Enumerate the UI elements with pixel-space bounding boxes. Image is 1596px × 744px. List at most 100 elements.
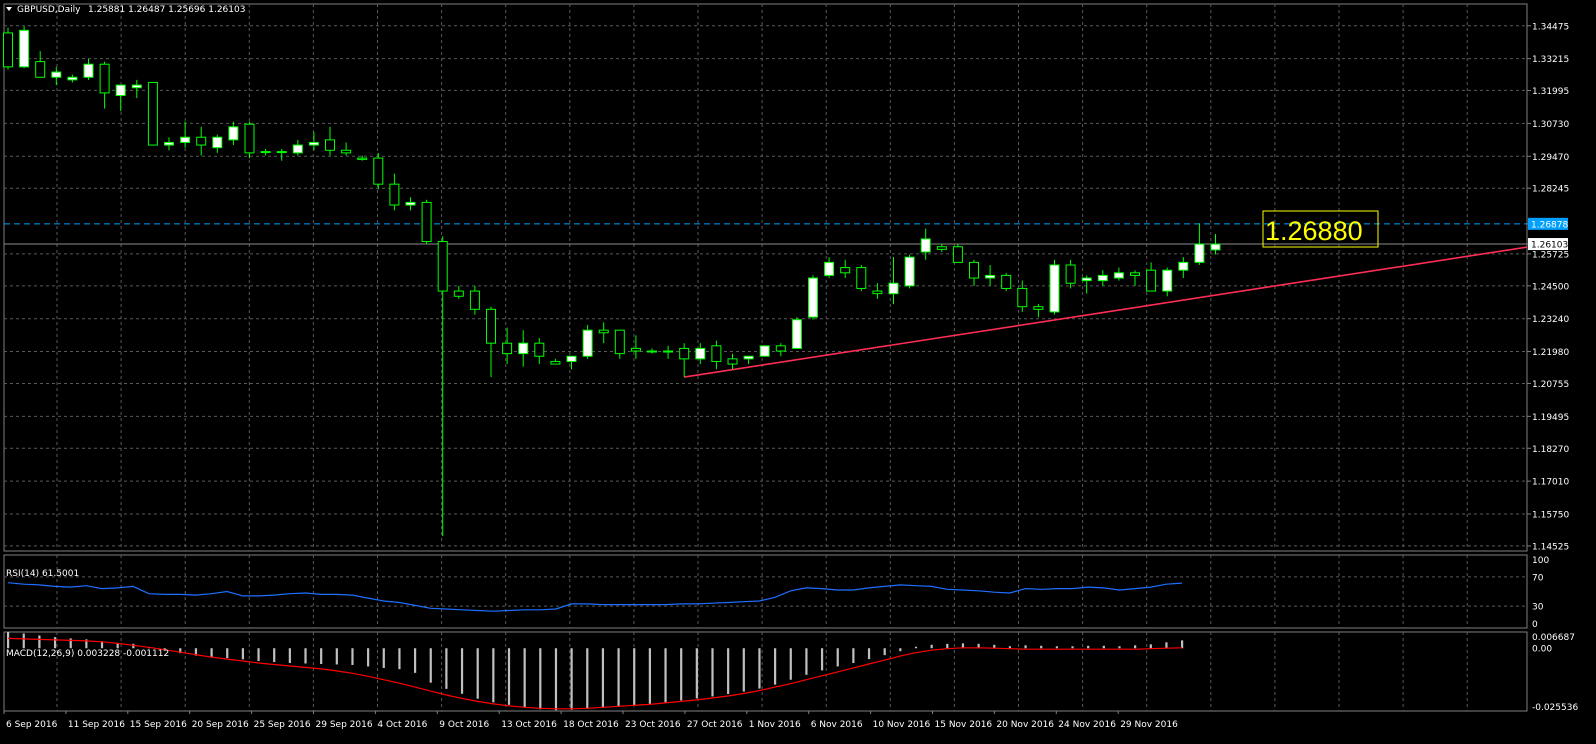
macd-bar	[1165, 642, 1168, 649]
candle-body	[856, 267, 867, 289]
candle-body	[115, 84, 126, 97]
price-tick-label: 1.17010	[1532, 478, 1569, 488]
price-annotation[interactable]: 1.26880	[1262, 210, 1379, 248]
trend-line[interactable]	[684, 246, 1528, 378]
candle-body	[952, 246, 963, 263]
date-tick-label: 15 Nov 2016	[935, 720, 993, 730]
macd-bar	[179, 648, 182, 654]
macd-bar	[367, 648, 370, 667]
candle	[405, 197, 416, 211]
macd-bar	[1071, 646, 1074, 649]
candle-body	[808, 277, 818, 318]
macd-bar	[727, 648, 730, 695]
macd-bar	[930, 644, 933, 649]
macd-bar	[1040, 645, 1043, 649]
candle	[1049, 259, 1060, 315]
candle-body	[276, 151, 287, 154]
date-tick-label: 9 Oct 2016	[439, 720, 489, 730]
price-tick-label: 1.30730	[1532, 120, 1569, 130]
candle	[759, 345, 770, 357]
candle-body	[325, 139, 335, 151]
macd-bar	[758, 648, 761, 689]
candle	[1178, 257, 1189, 279]
candle	[115, 84, 126, 112]
bid-price-tag-label: 1.26103	[1531, 241, 1568, 251]
candle	[51, 66, 62, 86]
candle-body	[985, 274, 996, 279]
candle	[164, 137, 174, 151]
candle-body	[341, 149, 352, 154]
macd-grid	[56, 632, 1468, 711]
price-tick-label: 1.15750	[1532, 510, 1569, 520]
candle	[840, 259, 851, 279]
rsi-panel[interactable]: 100 70 30 0 RSI(14) 61.5001	[4, 555, 1549, 630]
candle	[1081, 275, 1092, 294]
candle-body	[1130, 272, 1140, 276]
macd-bar	[852, 648, 855, 664]
candle	[1017, 280, 1028, 312]
candle-body	[1017, 287, 1028, 308]
candle-body	[791, 319, 802, 349]
candle-body	[824, 261, 835, 276]
price-axis: 1.34475 1.33215 1.31995 1.30730 1.29470 1.282…	[1527, 22, 1569, 552]
candle	[1001, 272, 1012, 292]
macd-bar	[492, 648, 495, 703]
price-tick-label: 1.33215	[1532, 55, 1569, 65]
date-tick-label: 24 Nov 2016	[1058, 720, 1116, 730]
price-tick-label: 1.21980	[1532, 348, 1569, 358]
candle-body	[19, 29, 30, 68]
candle	[486, 306, 496, 378]
macd-bar	[116, 642, 119, 649]
price-tick-label: 1.25725	[1532, 250, 1569, 260]
candle-body	[260, 151, 271, 154]
macd-bar	[993, 644, 996, 649]
macd-bar	[899, 648, 902, 652]
candle-body	[469, 290, 480, 310]
candle	[614, 329, 625, 359]
price-tick-label: 1.23240	[1532, 315, 1569, 325]
candle-body	[647, 350, 657, 353]
candle	[276, 148, 287, 161]
rsi-title: RSI(14) 61.5001	[6, 569, 79, 579]
candle	[228, 121, 239, 146]
candle-body	[711, 345, 722, 362]
macd-bar	[241, 648, 244, 660]
candle	[437, 236, 448, 537]
macd-bar	[774, 648, 777, 685]
candle-body	[164, 141, 174, 146]
macd-signal-line	[7, 637, 1183, 710]
macd-bar	[1118, 646, 1121, 649]
macd-panel[interactable]: 0.006687 0.00 -0.025536 MACD(12,26,9) 0.00…	[6, 632, 1578, 713]
macd-bar	[273, 648, 276, 663]
candle	[985, 264, 996, 286]
macd-bar	[914, 646, 918, 649]
date-tick-label: 29 Nov 2016	[1120, 720, 1178, 730]
date-tick-label: 11 Sep 2016	[68, 720, 125, 730]
price-tick-label: 1.31995	[1532, 87, 1569, 97]
candle	[83, 59, 94, 80]
candle-body	[1049, 264, 1060, 313]
macd-bar	[867, 648, 871, 660]
price-panel[interactable]: 1.34475 1.33215 1.31995 1.30730 1.29470 1.282…	[3, 4, 1570, 552]
macd-bar	[789, 648, 792, 680]
date-tick-label: 23 Oct 2016	[625, 720, 681, 730]
candle	[67, 74, 78, 83]
macd-bar	[836, 648, 839, 667]
candle	[260, 148, 271, 156]
panel-frame	[3, 3, 1528, 552]
macd-bar	[85, 639, 88, 649]
dropdown-triangle-icon[interactable]	[6, 7, 12, 11]
candle	[663, 345, 674, 359]
price-tick-label: 1.20755	[1532, 380, 1569, 390]
candle	[1162, 267, 1173, 297]
candle-body	[1097, 274, 1108, 282]
candle	[180, 121, 191, 148]
candle-body	[630, 347, 641, 352]
candle	[727, 353, 738, 370]
candle-body	[840, 267, 851, 274]
candle-body	[486, 308, 496, 344]
date-tick-label: 18 Oct 2016	[563, 720, 619, 730]
macd-bar	[194, 648, 198, 656]
price-tick-label: 1.18270	[1532, 445, 1569, 455]
